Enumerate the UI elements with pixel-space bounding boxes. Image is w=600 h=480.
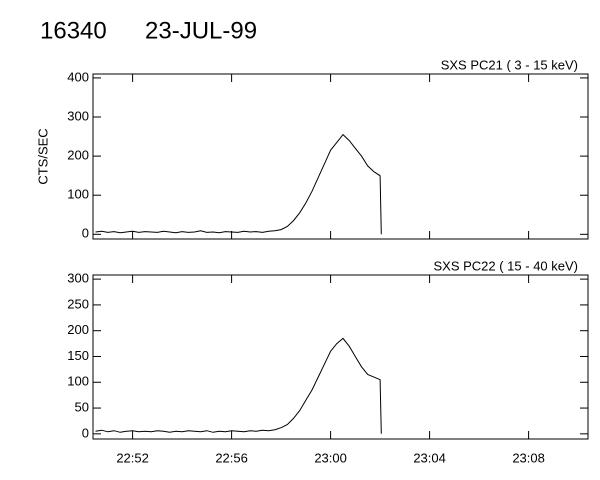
- y-axis-label: CTS/SEC: [35, 128, 50, 184]
- y-tick-label: 400: [67, 69, 89, 84]
- y-tick-label: 100: [67, 187, 89, 202]
- plot-frame: [92, 274, 589, 440]
- y-tick-label: 0: [82, 226, 89, 241]
- date: 23-JUL-99: [145, 17, 257, 44]
- y-tick-label: 0: [82, 425, 89, 440]
- y-tick-label: 100: [67, 374, 89, 389]
- orbit-id: 16340: [40, 17, 107, 44]
- x-tick-label: 23:00: [314, 450, 347, 465]
- panel-title: SXS PC21 ( 3 - 15 keV): [441, 57, 578, 72]
- y-tick-label: 50: [75, 399, 89, 414]
- x-tick-label: 22:56: [215, 450, 248, 465]
- y-tick-label: 300: [67, 108, 89, 123]
- x-tick-label: 23:08: [512, 450, 545, 465]
- x-tick-label: 23:04: [413, 450, 446, 465]
- data-line: [95, 337, 382, 434]
- y-tick-label: 200: [67, 322, 89, 337]
- data-line: [95, 133, 382, 235]
- plot-frame: [92, 73, 589, 240]
- y-tick-label: 150: [67, 348, 89, 363]
- x-tick-label: 22:52: [116, 450, 149, 465]
- y-tick-label: 250: [67, 296, 89, 311]
- panel-title: SXS PC22 ( 15 - 40 keV): [433, 258, 578, 273]
- y-tick-label: 200: [67, 148, 89, 163]
- y-tick-label: 300: [67, 271, 89, 286]
